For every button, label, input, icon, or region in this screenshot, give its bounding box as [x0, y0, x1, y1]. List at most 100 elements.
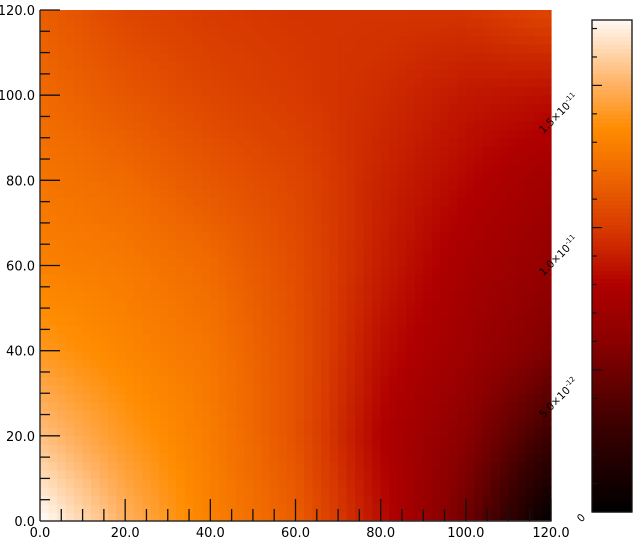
- heatmap-cell: [372, 274, 382, 284]
- heatmap-cell: [133, 503, 143, 514]
- heatmap-cell: [261, 350, 271, 360]
- heatmap-cell: [116, 103, 126, 113]
- heatmap-cell: [329, 222, 339, 233]
- heatmap-cell: [312, 231, 322, 241]
- heatmap-cell: [406, 214, 416, 224]
- heatmap-cell: [321, 171, 331, 181]
- heatmap-cell: [304, 86, 314, 96]
- heatmap-cell: [218, 188, 228, 198]
- heatmap-cell: [278, 120, 288, 130]
- heatmap-cell: [184, 10, 194, 20]
- heatmap-cell: [431, 486, 441, 497]
- heatmap-cell: [261, 44, 271, 54]
- heatmap-cell: [525, 410, 535, 420]
- heatmap-cell: [414, 444, 424, 454]
- heatmap-cell: [533, 52, 544, 62]
- colorbar-segment: [592, 384, 632, 390]
- heatmap-cell: [218, 461, 228, 471]
- heatmap-cell: [82, 112, 92, 122]
- heatmap-cell: [397, 95, 407, 105]
- heatmap-cell: [40, 469, 50, 480]
- heatmap-cell: [125, 52, 135, 62]
- heatmap-cell: [91, 512, 101, 522]
- heatmap-cell: [397, 256, 407, 267]
- heatmap-cell: [133, 171, 143, 181]
- heatmap-cell: [465, 197, 475, 207]
- heatmap-cell: [474, 350, 484, 360]
- heatmap-cell: [363, 231, 373, 241]
- heatmap-cell: [406, 61, 416, 71]
- heatmap-cell: [338, 291, 348, 301]
- heatmap-cell: [525, 197, 535, 207]
- heatmap-cell: [312, 129, 322, 139]
- heatmap-cell: [491, 486, 501, 497]
- heatmap-cell: [474, 222, 484, 233]
- heatmap-cell: [321, 137, 331, 147]
- heatmap-cell: [482, 239, 492, 250]
- heatmap-cell: [210, 188, 220, 198]
- heatmap-cell: [423, 486, 433, 497]
- heatmap-cell: [329, 205, 339, 215]
- heatmap-cell: [269, 350, 280, 360]
- heatmap-cell: [431, 52, 441, 62]
- heatmap-cell: [278, 44, 288, 54]
- heatmap-cell: [133, 69, 143, 79]
- heatmap-cell: [414, 256, 424, 267]
- heatmap-cell: [125, 469, 135, 480]
- heatmap-cell: [116, 10, 126, 20]
- heatmap-cell: [261, 452, 271, 462]
- heatmap-cell: [338, 61, 348, 71]
- heatmap-cell: [82, 410, 92, 420]
- heatmap-cell: [48, 35, 58, 45]
- heatmap-cell: [295, 214, 305, 224]
- heatmap-cell: [40, 129, 50, 139]
- heatmap-cell: [142, 350, 152, 360]
- heatmap-cell: [252, 86, 263, 96]
- heatmap-cell: [406, 512, 416, 522]
- heatmap-cell: [108, 214, 118, 224]
- heatmap-cell: [57, 401, 67, 411]
- heatmap-cell: [397, 486, 407, 497]
- heatmap-cell: [82, 69, 92, 79]
- heatmap-cell: [48, 18, 58, 28]
- heatmap-cell: [91, 222, 101, 233]
- heatmap-cell: [389, 214, 399, 224]
- heatmap-cell: [218, 146, 228, 156]
- heatmap-cell: [193, 265, 203, 275]
- heatmap-cell: [244, 214, 254, 224]
- heatmap-cell: [525, 231, 535, 241]
- heatmap-cell: [542, 214, 552, 224]
- heatmap-cell: [525, 359, 535, 369]
- heatmap-cell: [346, 248, 356, 258]
- heatmap-cell: [431, 444, 441, 454]
- heatmap-cell: [261, 214, 271, 224]
- heatmap-cell: [40, 137, 50, 147]
- heatmap-cell: [406, 154, 416, 164]
- heatmap-cell: [244, 231, 254, 241]
- heatmap-cell: [482, 503, 492, 514]
- heatmap-cell: [65, 86, 75, 96]
- heatmap-cell: [261, 10, 271, 20]
- heatmap-cell: [82, 469, 92, 480]
- heatmap-cell: [235, 316, 245, 326]
- heatmap-cell: [295, 418, 305, 428]
- heatmap-cell: [533, 154, 544, 164]
- heatmap-cell: [423, 188, 433, 198]
- heatmap-cell: [133, 18, 143, 28]
- heatmap-cell: [448, 248, 458, 258]
- heatmap-cell: [201, 180, 211, 190]
- heatmap-cell: [491, 325, 501, 335]
- heatmap-cell: [210, 180, 220, 190]
- heatmap-cell: [321, 376, 331, 386]
- heatmap-cell: [482, 120, 492, 130]
- heatmap-cell: [508, 393, 518, 403]
- heatmap-cell: [167, 256, 177, 267]
- heatmap-cell: [508, 103, 518, 113]
- heatmap-cell: [346, 188, 356, 198]
- heatmap-cell: [508, 146, 518, 156]
- y-tick-label: 100.0: [0, 89, 35, 104]
- heatmap-cell: [516, 461, 527, 471]
- heatmap-cell: [116, 486, 126, 497]
- heatmap-cell: [252, 452, 263, 462]
- heatmap-cell: [516, 469, 527, 480]
